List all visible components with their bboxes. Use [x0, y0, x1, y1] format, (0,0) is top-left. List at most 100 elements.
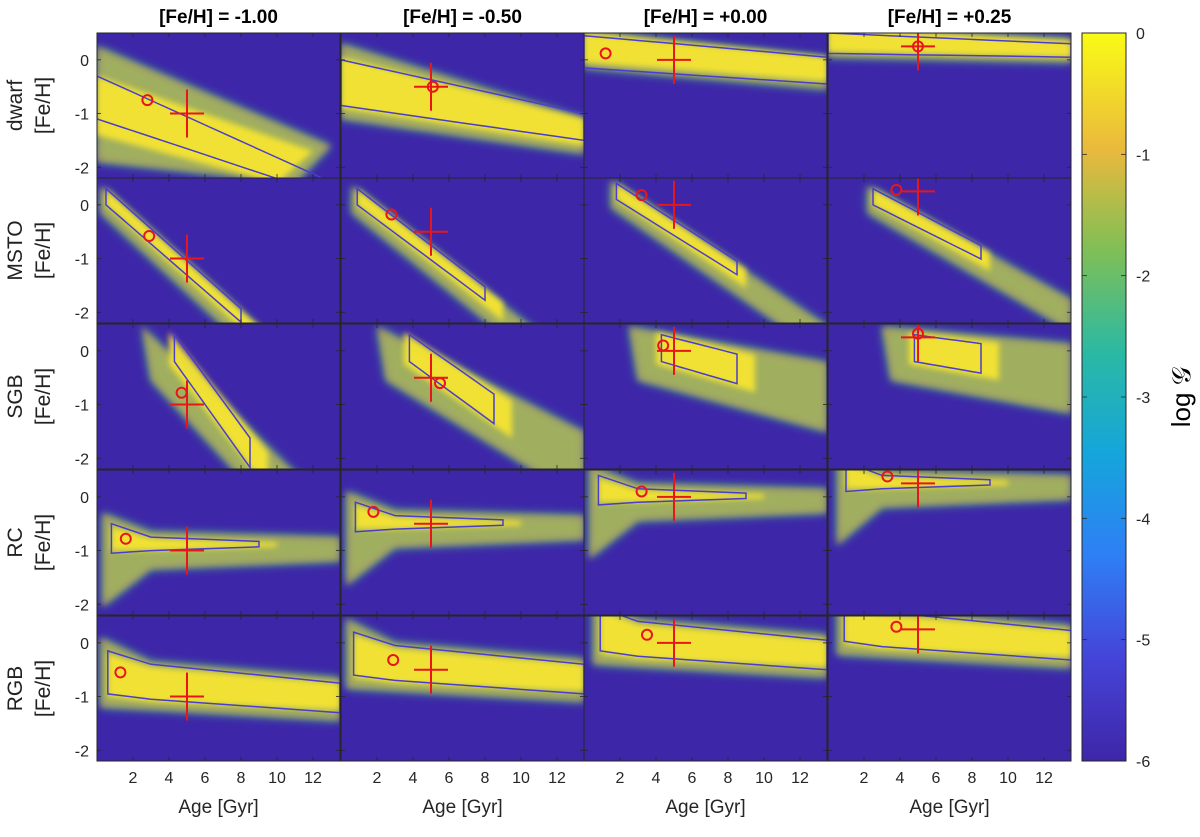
panel-msto-col-4 [827, 177, 1072, 324]
x-tick-label: 10 [512, 770, 530, 787]
panel-rgb-col-2 [340, 615, 585, 762]
likelihood-core [106, 188, 256, 323]
estimate-marker [635, 485, 648, 498]
x-tick-label: 4 [165, 770, 174, 787]
x-tick-label: 6 [201, 770, 210, 787]
y-tick-label: -2 [75, 305, 89, 322]
x-tick-label: 2 [129, 770, 138, 787]
x-tick-label: 2 [373, 770, 382, 787]
likelihood-core [353, 634, 584, 692]
contour-line [615, 182, 738, 277]
likelihood-core [656, 332, 755, 393]
panel-frame [96, 177, 341, 324]
contour-line [828, 33, 1071, 58]
contour-line [173, 332, 251, 469]
x-axis-label: Age [Gyr] [422, 797, 502, 818]
likelihood-core [584, 33, 827, 82]
contour-line [110, 522, 260, 555]
colorbar-tick-label: -1 [1136, 147, 1150, 164]
column-title: [Fe/H] = +0.25 [888, 7, 1012, 28]
estimate-marker [175, 386, 188, 399]
panel-msto-col-1: 0 -1 -2 [75, 177, 341, 324]
panel-frame [827, 469, 1072, 616]
colorbar-tick-label: -6 [1136, 754, 1150, 771]
x-tick-label: 8 [481, 770, 490, 787]
likelihood-band [346, 491, 584, 586]
x-tick-label: 2 [616, 770, 625, 787]
panel-grid: 0 -1 -2 0 -1 -2 0 -1 -2 0 -1 -2 0 -1 -2 [75, 32, 1072, 762]
row-label: SGB [4, 374, 27, 418]
x-tick-label: 8 [237, 770, 246, 787]
panel-msto-col-2 [340, 177, 585, 324]
contour-line [660, 333, 738, 385]
colorbar-tick-label: -3 [1136, 390, 1150, 407]
y-tick-label: -2 [75, 451, 89, 468]
y-tick-label: -2 [75, 743, 89, 760]
likelihood-core [341, 57, 584, 146]
contour-line [354, 501, 504, 533]
colorbar-tick-label: -4 [1136, 511, 1150, 528]
panel-rgb-col-1: 0 -1 -2 [75, 615, 341, 762]
panel-dwarf-col-3 [583, 32, 828, 179]
colorbar-tick-label: -2 [1136, 269, 1150, 286]
contour-line [913, 333, 982, 374]
x-tick-label: 12 [548, 770, 566, 787]
panel-frame [583, 469, 828, 616]
y-tick-label: -2 [75, 597, 89, 614]
estimate-marker [385, 208, 398, 221]
x-axis-label: Age [Gyr] [178, 797, 258, 818]
estimate-marker [387, 654, 400, 667]
panel-rgb-col-3 [583, 615, 828, 762]
x-tick-label: 12 [791, 770, 809, 787]
estimate-marker [114, 666, 127, 679]
likelihood-core [111, 526, 278, 551]
estimate-marker [434, 377, 446, 390]
y-tick-label: -1 [75, 252, 89, 269]
panel-sgb-col-3 [583, 323, 828, 470]
x-tick-label: 10 [268, 770, 286, 787]
column-title: [Fe/H] = -0.50 [403, 7, 522, 28]
row-label: MSTO [4, 220, 27, 280]
y-axis-label: [Fe/H] [32, 660, 55, 717]
x-tick-label: 8 [724, 770, 733, 787]
colorbar-tick-label: 0 [1136, 26, 1145, 43]
panel-sgb-col-4 [827, 323, 1072, 470]
row-label: RGB [4, 666, 27, 712]
estimate-marker [426, 80, 439, 93]
y-axis-label: [Fe/H] [32, 222, 55, 279]
likelihood-core [169, 332, 268, 469]
likelihood-core [828, 33, 1071, 58]
likelihood-core [107, 653, 340, 710]
x-tick-label: 4 [652, 770, 661, 787]
x-axis-label: Age [Gyr] [665, 797, 745, 818]
likelihood-core [97, 76, 313, 178]
x-axis-label: Age [Gyr] [909, 797, 989, 818]
y-tick-label: -1 [75, 107, 89, 124]
panel-dwarf-col-4 [827, 32, 1072, 179]
contour-line [872, 187, 982, 261]
contour-line [341, 59, 584, 142]
estimate-marker [143, 230, 156, 242]
panel-frame [583, 323, 828, 470]
x-tick-label: 4 [409, 770, 418, 787]
contour-line [843, 616, 1071, 661]
panel-rc-col-4 [827, 469, 1072, 616]
contour-line [599, 616, 827, 671]
panel-frame [827, 615, 1072, 762]
panel-frame [96, 323, 341, 470]
estimate-marker [657, 339, 670, 352]
estimate-marker [881, 470, 894, 483]
estimate-marker [912, 40, 924, 53]
likelihood-core [909, 332, 999, 381]
contour-line [584, 34, 827, 85]
contour-line [107, 649, 340, 714]
panel-dwarf-col-1: 0 -1 -2 [75, 32, 341, 179]
row-labels: dwarf [Fe/H]MSTO [Fe/H]SGB [Fe/H]RC [Fe/H]RG… [4, 77, 55, 717]
y-axis-label: [Fe/H] [32, 514, 55, 571]
x-tick-label: 6 [445, 770, 454, 787]
x-tick-label: 6 [932, 770, 941, 787]
y-tick-label: 0 [80, 490, 89, 507]
estimate-marker [912, 327, 924, 340]
y-tick-label: 0 [80, 53, 89, 70]
